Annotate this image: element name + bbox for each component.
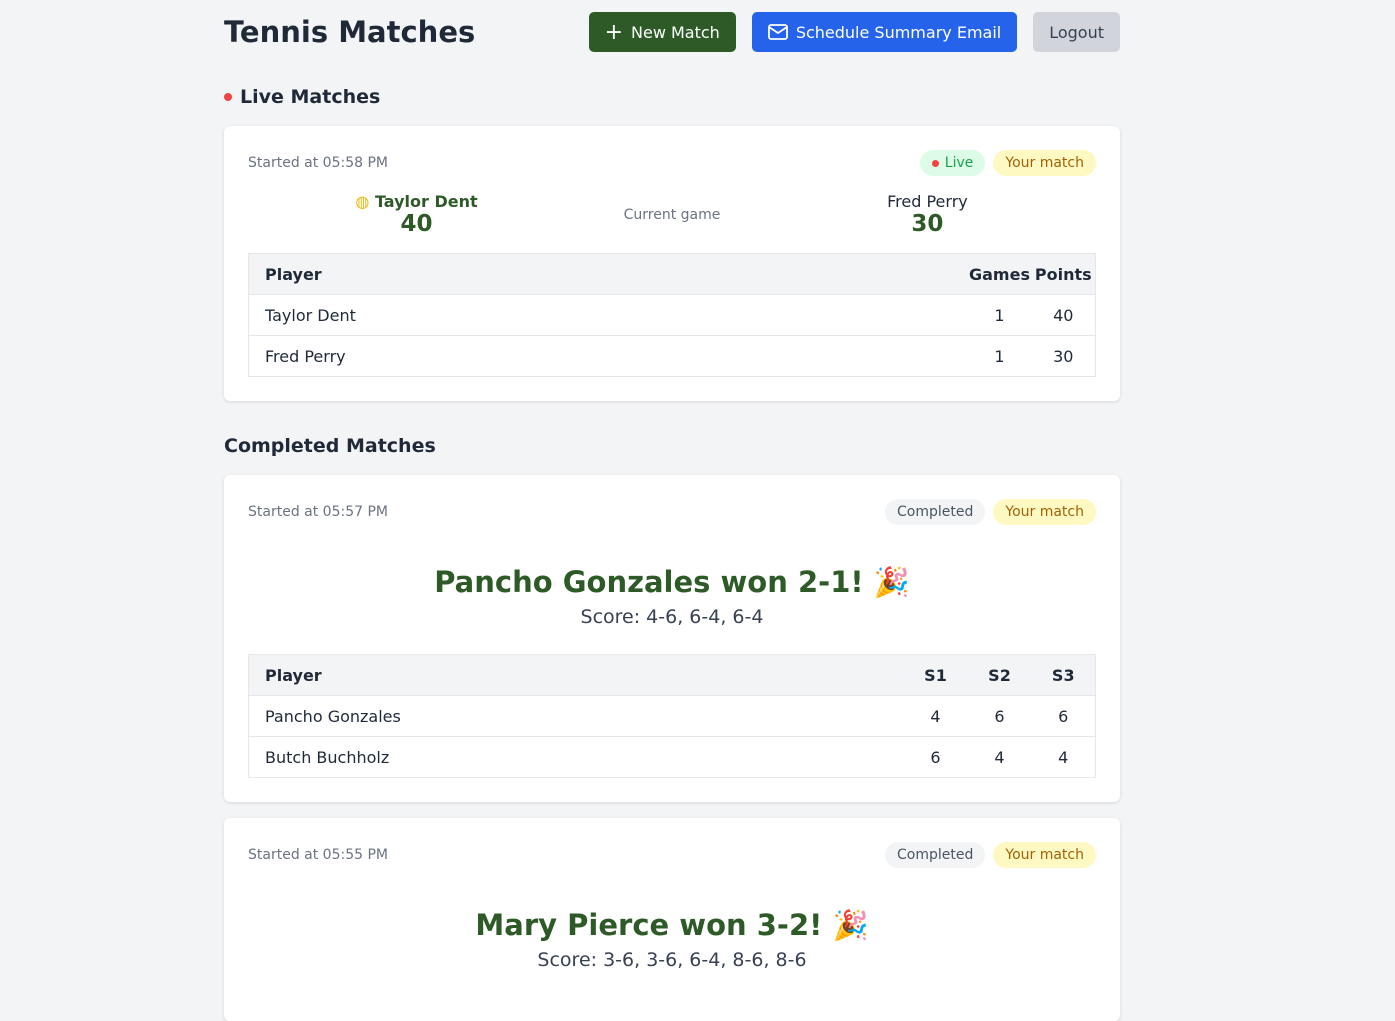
completed-badge: Completed	[885, 499, 986, 525]
logout-button[interactable]: Logout	[1033, 12, 1120, 52]
live-match-card: Started at 05:58 PM Live Your match ◍ Tay…	[224, 126, 1120, 401]
live-score-table: Player Games Points Taylor Dent 1 40 Fred Pe…	[248, 253, 1096, 377]
schedule-email-button[interactable]: Schedule Summary Email	[751, 12, 1018, 52]
table-row: Butch Buchholz 6 4 4	[248, 736, 1096, 778]
page-title: Tennis Matches	[224, 15, 476, 49]
final-score: Score: 3-6, 3-6, 6-4, 8-6, 8-6	[537, 949, 807, 971]
new-match-button[interactable]: + New Match	[588, 12, 736, 52]
your-match-badge: Your match	[993, 150, 1096, 176]
completed-heading: Completed Matches	[224, 435, 436, 457]
started-time: Started at 05:58 PM	[248, 155, 388, 171]
set-score-table: Player S1 S2 S3 Pancho Gonzales 4 6 6 Butch Bu…	[248, 654, 1096, 778]
table-row: Fred Perry 1 30	[248, 335, 1096, 377]
completed-match-card: Started at 05:57 PM Completed Your match P…	[224, 475, 1120, 802]
final-score: Score: 4-6, 6-4, 6-4	[580, 606, 764, 628]
winner-text: Mary Pierce won 3-2! 🎉	[475, 908, 869, 942]
table-row: Taylor Dent 1 40	[248, 294, 1096, 336]
live-heading: Live Matches	[224, 86, 1120, 108]
live-dot-icon	[224, 93, 232, 101]
table-row: Pancho Gonzales 4 6 6	[248, 695, 1096, 737]
completed-badge: Completed	[885, 842, 986, 868]
header: Tennis Matches + New Match Schedule Summa…	[224, 0, 1120, 64]
your-match-badge: Your match	[993, 499, 1096, 525]
winner-text: Pancho Gonzales won 2-1! 🎉	[434, 565, 910, 599]
mail-icon	[767, 24, 788, 40]
live-badge: Live	[919, 150, 986, 176]
your-match-badge: Your match	[993, 842, 1096, 868]
tennis-ball-icon: ◍	[355, 192, 370, 211]
plus-icon: +	[604, 19, 623, 45]
completed-match-card: Started at 05:55 PM Completed Your match M…	[224, 818, 1120, 1021]
